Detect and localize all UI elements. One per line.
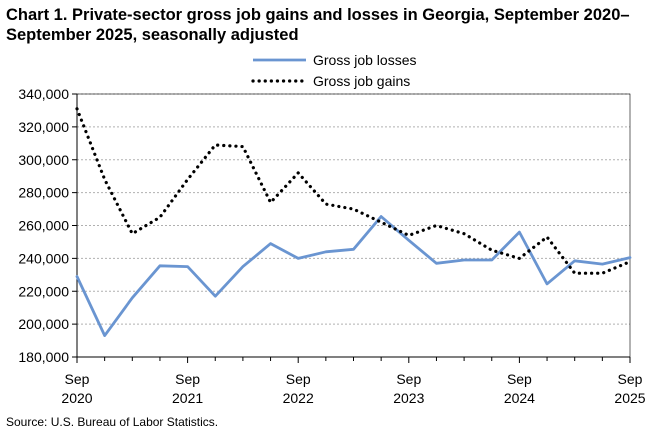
series-line-gross-job-gains [75, 107, 632, 275]
x-tick-label-month: Sep [65, 371, 90, 387]
x-tick-label-year: 2020 [61, 390, 92, 406]
legend-label: Gross job gains [313, 73, 410, 89]
x-tick-label-year: 2023 [393, 390, 424, 406]
y-tick-label: 280,000 [18, 185, 69, 201]
y-tick-label: 260,000 [18, 218, 69, 234]
y-tick-label: 340,000 [18, 86, 69, 102]
x-tick-label-month: Sep [175, 371, 200, 387]
gridlines [77, 93, 630, 325]
x-tick-label-year: 2022 [283, 390, 314, 406]
legend-label: Gross job losses [313, 52, 416, 68]
x-tick-label-month: Sep [286, 371, 311, 387]
x-tick-label-month: Sep [396, 371, 421, 387]
series-lines [75, 107, 632, 338]
source-note: Source: U.S. Bureau of Labor Statistics. [6, 415, 219, 429]
chart-title: Chart 1. Private-sector gross job gains … [6, 6, 630, 44]
x-tick-label-month: Sep [507, 371, 532, 387]
y-tick-label: 220,000 [18, 283, 69, 299]
y-tick-label: 240,000 [18, 250, 69, 266]
y-tick-label: 300,000 [18, 152, 69, 168]
axes [72, 93, 631, 363]
y-tick-label: 320,000 [18, 119, 69, 135]
x-tick-label-month: Sep [618, 371, 643, 387]
x-tick-label-year: 2025 [614, 390, 645, 406]
x-tick-label-year: 2021 [172, 390, 203, 406]
x-tick-label-year: 2024 [504, 390, 535, 406]
series-line-gross-job-losses [75, 215, 632, 338]
y-axis-tick-labels: 180,000 200,000 220,000 240,000 260,000 280,0… [18, 86, 69, 365]
y-tick-label: 180,000 [18, 349, 69, 365]
y-tick-label: 200,000 [18, 316, 69, 332]
legend: Gross job losses Gross job gains [251, 52, 416, 89]
x-axis-tick-labels: Sep 2020 Sep 2021 Sep 2022 Sep 2023 Sep 2024 Sep 20… [61, 371, 645, 406]
